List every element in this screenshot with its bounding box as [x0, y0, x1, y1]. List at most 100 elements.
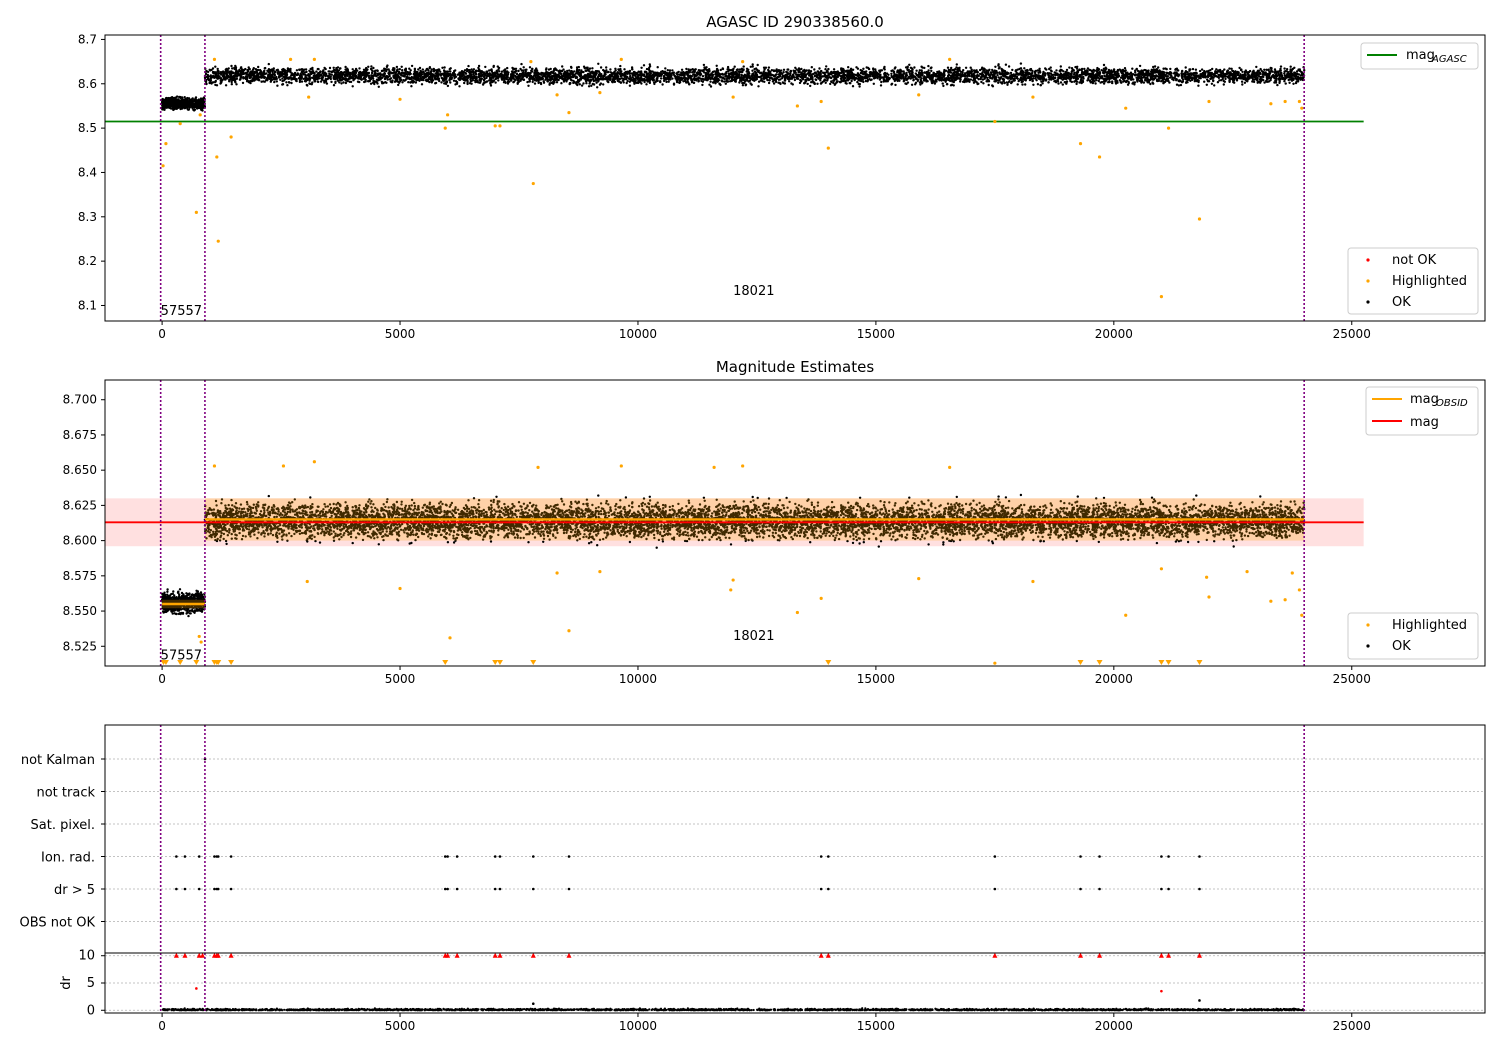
ok-point: [401, 69, 404, 72]
ok-point: [499, 72, 502, 76]
ok-point: [664, 67, 667, 70]
ok-point: [483, 81, 486, 84]
ok-point: [684, 79, 687, 83]
ok-point: [183, 96, 186, 99]
ok-point: [332, 66, 335, 70]
ok-point: [1065, 68, 1069, 72]
ok-point: [857, 82, 860, 86]
ok-point: [810, 66, 813, 69]
ok-point: [883, 68, 886, 71]
ok-point: [607, 80, 610, 84]
ok-point: [371, 77, 375, 80]
ok-point: [1010, 73, 1014, 77]
ok-point: [1055, 69, 1058, 72]
ok-point: [214, 83, 217, 87]
ok-point: [525, 68, 528, 71]
ok-point: [1184, 66, 1187, 69]
ok-point: [561, 65, 564, 68]
ok-point: [281, 68, 284, 72]
ok-point: [671, 77, 674, 80]
ok-point: [667, 80, 670, 83]
ok-point: [512, 81, 515, 84]
ok-point: [410, 85, 413, 88]
ok-point: [688, 83, 691, 86]
ok-point: [676, 71, 679, 74]
ok-point: [349, 80, 353, 84]
ok-point: [319, 73, 323, 77]
ok-point: [742, 65, 745, 68]
ok-point: [1011, 68, 1014, 72]
ok-point: [733, 65, 736, 68]
ok-point: [1162, 67, 1165, 70]
ok-point: [894, 83, 897, 87]
ok-point: [830, 80, 833, 83]
ok-point: [188, 101, 191, 105]
ok-point: [214, 79, 217, 83]
ok-point: [743, 81, 746, 85]
ok-point: [628, 69, 632, 73]
ok-point: [858, 85, 861, 88]
ok-point: [800, 67, 803, 71]
ok-point: [390, 71, 393, 74]
ok-point: [913, 66, 916, 69]
ok-point: [249, 81, 252, 85]
ok-point: [323, 66, 326, 70]
ok-point: [483, 78, 486, 82]
ok-point: [241, 81, 245, 85]
ok-point: [786, 71, 789, 74]
ok-point: [489, 68, 493, 72]
ok-point: [996, 74, 999, 77]
ok-point: [1028, 72, 1031, 75]
ok-point: [908, 63, 911, 66]
ok-point: [281, 79, 284, 83]
ok-point: [465, 78, 468, 82]
ok-point: [172, 104, 176, 108]
ok-point: [1123, 67, 1127, 70]
ok-point: [619, 64, 622, 68]
ok-point: [338, 67, 342, 70]
ok-point: [1231, 69, 1235, 73]
ok-point: [1007, 80, 1011, 84]
ok-point: [764, 66, 768, 69]
ok-point: [1014, 69, 1018, 72]
ok-point: [707, 73, 711, 76]
ok-point: [684, 77, 687, 80]
ok-point: [772, 82, 776, 85]
ok-point: [1021, 83, 1024, 86]
ok-point: [809, 70, 813, 73]
ok-point: [306, 84, 309, 87]
ok-point: [592, 75, 596, 79]
ok-point: [851, 73, 855, 76]
ok-point: [980, 80, 983, 84]
ok-point: [485, 80, 489, 83]
ok-point: [211, 81, 214, 84]
ok-point: [576, 80, 580, 83]
ok-point: [1073, 80, 1076, 83]
ok-point: [403, 68, 407, 71]
ok-point: [584, 69, 587, 73]
ok-point: [668, 69, 672, 72]
ok-point: [1061, 83, 1065, 86]
ok-point: [811, 80, 815, 83]
ok-point: [1224, 77, 1227, 81]
ok-point: [767, 81, 771, 85]
panel-agasc-title: AGASC ID 290338560.0: [706, 13, 884, 31]
ok-point: [1059, 65, 1063, 68]
ok-point: [235, 83, 238, 86]
ok-point: [721, 80, 724, 83]
ok-point: [946, 66, 950, 69]
ok-point: [1284, 82, 1287, 85]
ok-point: [756, 63, 759, 67]
ok-point: [1064, 71, 1067, 74]
ok-point: [1044, 67, 1047, 70]
ok-point: [777, 81, 780, 84]
ok-point: [242, 68, 246, 72]
ok-point: [1169, 76, 1172, 79]
ok-point: [489, 82, 492, 85]
ok-point: [945, 83, 949, 86]
ok-point: [518, 72, 522, 76]
ok-point: [878, 70, 882, 74]
ok-point: [1296, 72, 1299, 76]
ok-point: [800, 79, 803, 82]
